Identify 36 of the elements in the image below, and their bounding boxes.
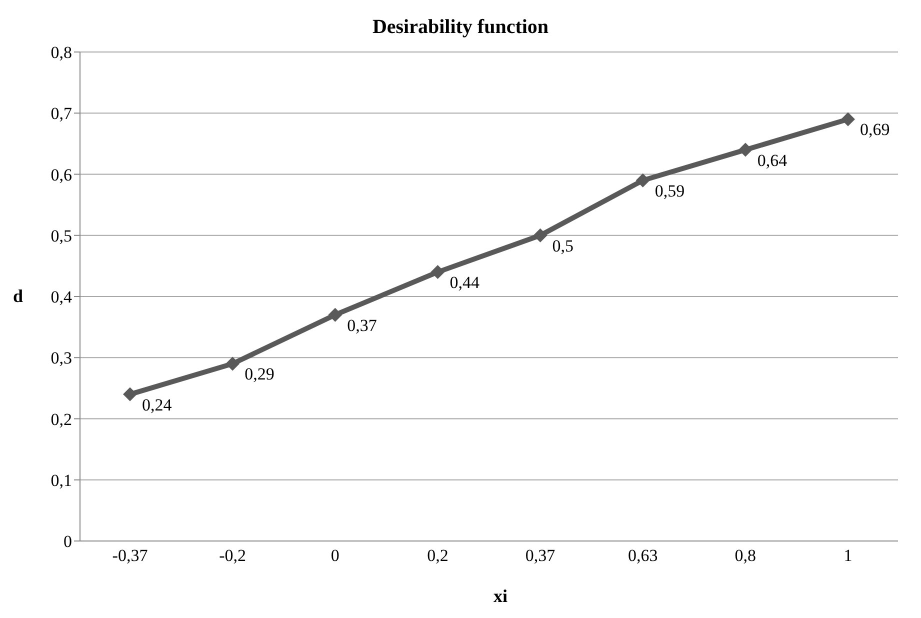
point: [533, 228, 548, 242]
point: [226, 356, 240, 371]
point: [738, 142, 752, 157]
y-tick-label: 0,3: [50, 348, 72, 368]
data-label: 0,44: [450, 273, 480, 292]
point: [430, 265, 445, 280]
point: [328, 308, 342, 322]
chart-title: Desirability function: [371, 16, 550, 39]
point: [841, 112, 855, 126]
x-tick-label: 0,2: [427, 546, 448, 566]
data-label: 0,29: [244, 364, 274, 384]
y-axis-title: d: [12, 286, 24, 307]
x-tick-label: 1: [844, 546, 852, 566]
x-tick-label: 0: [330, 546, 340, 566]
x-tick-label: 0,8: [734, 546, 756, 566]
data-label: 0,37: [347, 316, 378, 335]
y-tick-label: 0,2: [50, 410, 72, 429]
data-label: 0,24: [142, 395, 172, 414]
y-tick-label: 0: [64, 532, 72, 552]
data-label: 0,5: [552, 236, 574, 256]
data-label: 0,69: [860, 120, 890, 140]
data-label: 0,59: [654, 181, 685, 200]
y-tick-label: 0,8: [50, 43, 72, 62]
point: [123, 387, 137, 402]
y-tick-label: 0,5: [50, 226, 72, 246]
y-tick-label: 0,1: [50, 470, 72, 490]
x-tick-label: -0,2: [219, 546, 246, 566]
data-label: 0,64: [757, 150, 788, 170]
x-axis-title: xi: [492, 586, 508, 607]
x-tick-label: -0,37: [112, 546, 148, 566]
point: [636, 173, 650, 188]
y-tick-label: 0,6: [50, 165, 72, 184]
y-tick-label: 0,7: [50, 104, 72, 124]
x-tick-label: 0,63: [628, 546, 658, 566]
x-tick-label: 0,37: [525, 546, 556, 566]
y-tick-label: 0,4: [50, 288, 72, 307]
